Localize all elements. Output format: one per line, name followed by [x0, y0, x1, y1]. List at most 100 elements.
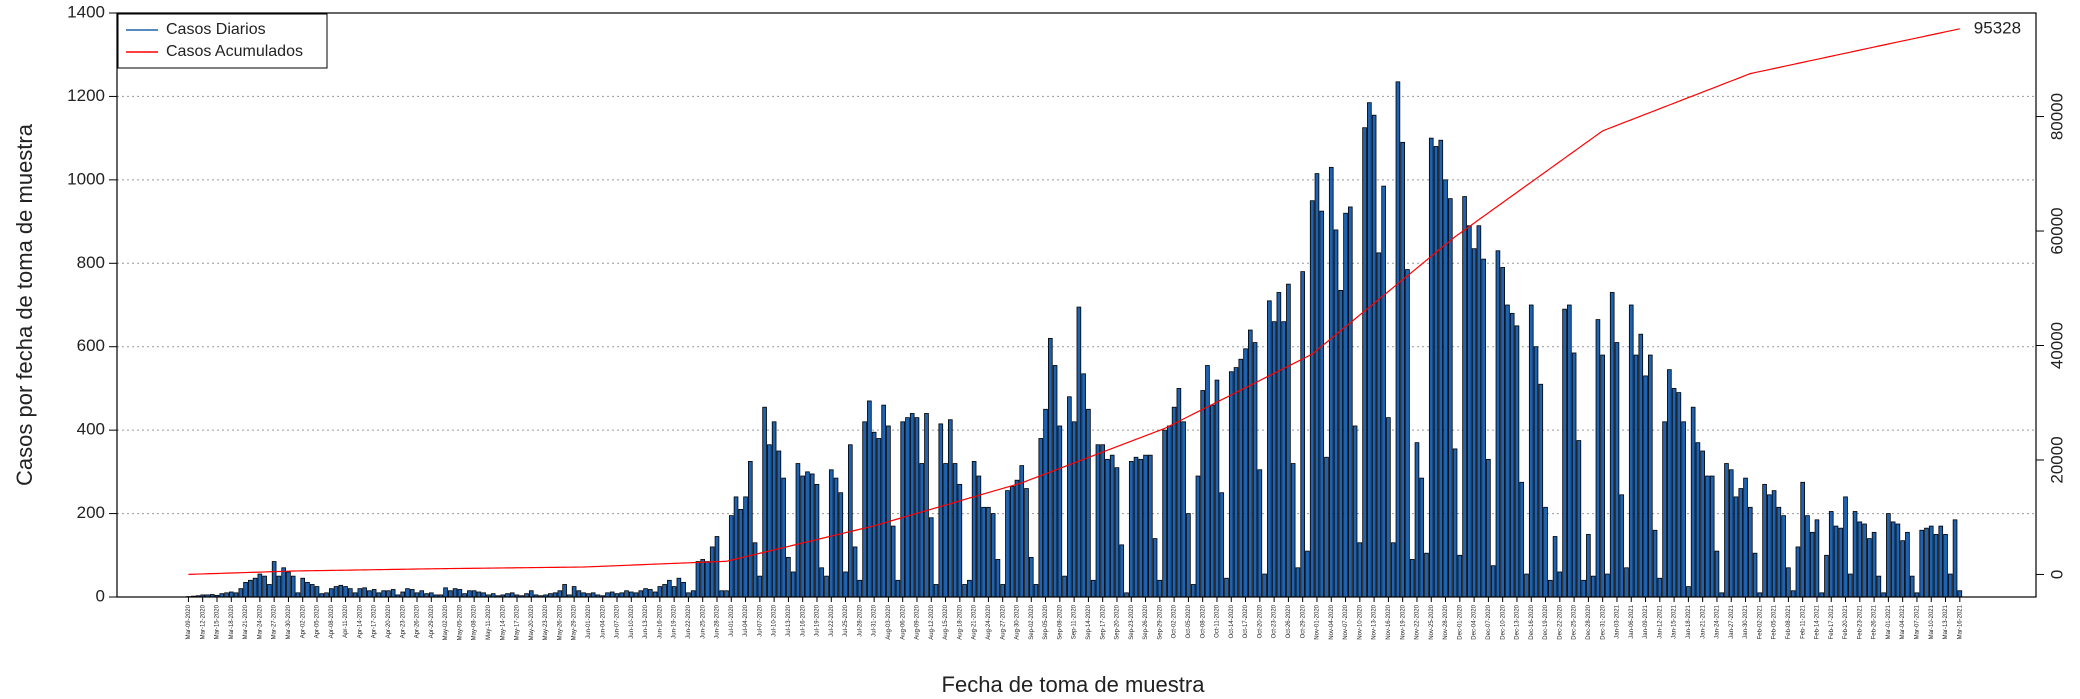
- bar: [848, 444, 853, 598]
- bar: [705, 561, 710, 598]
- bar: [1647, 354, 1653, 598]
- bar: [1619, 494, 1625, 598]
- bar: [1819, 592, 1825, 598]
- x-tick-label: May-17-2020: [515, 604, 521, 640]
- x-tick-label: May-08-2020: [472, 604, 478, 640]
- bar: [1500, 267, 1505, 598]
- x-tick-label: Oct-26-2020: [1286, 604, 1292, 638]
- y2-tick-label: 60000: [2047, 207, 2066, 254]
- bar: [1728, 469, 1734, 598]
- bar: [1224, 577, 1229, 598]
- bar: [1871, 531, 1877, 598]
- bar: [1719, 592, 1725, 598]
- x-tick-label: Mar-15-2020: [215, 604, 221, 639]
- y-tick-label: 600: [77, 336, 105, 355]
- bar: [1928, 525, 1934, 598]
- bar: [509, 592, 515, 598]
- bar: [286, 571, 291, 598]
- bar: [1947, 573, 1953, 598]
- bar: [1514, 325, 1520, 598]
- bar: [1409, 559, 1415, 598]
- bar: [867, 400, 872, 598]
- bar: [648, 589, 653, 598]
- bar: [1219, 492, 1225, 598]
- x-tick-label: Jan-15-2021: [1672, 604, 1678, 638]
- bar: [1714, 550, 1720, 598]
- bar: [995, 559, 1001, 598]
- bar: [757, 575, 763, 598]
- bar: [886, 425, 891, 598]
- x-tick-label: Oct-17-2020: [1243, 604, 1249, 638]
- x-tick-label: Mar-10-2021: [1929, 604, 1935, 639]
- x-tick-label: Oct-29-2020: [1300, 604, 1306, 638]
- x-tick-label: Dec-22-2020: [1557, 604, 1563, 639]
- bar: [1028, 556, 1034, 598]
- bar: [400, 591, 406, 598]
- x-tick-label: Jan-30-2021: [1743, 604, 1749, 638]
- bar: [1057, 425, 1063, 598]
- x-tick-label: Mar-21-2020: [243, 604, 249, 639]
- bar: [562, 584, 567, 598]
- bar: [1638, 333, 1644, 598]
- bar: [1124, 592, 1129, 598]
- bar: [1405, 269, 1410, 598]
- bar: [895, 579, 901, 598]
- x-tick-label: Jul-01-2020: [729, 604, 735, 636]
- bar: [1105, 458, 1110, 598]
- bar: [1924, 527, 1929, 598]
- x-tick-label: Jan-24-2021: [1715, 604, 1721, 638]
- bar: [1014, 479, 1020, 598]
- bar: [1867, 538, 1872, 598]
- x-tick-label: May-05-2020: [457, 604, 463, 640]
- bar: [700, 559, 706, 598]
- bar: [1414, 442, 1420, 598]
- bar: [233, 592, 239, 598]
- bar: [1781, 515, 1786, 598]
- bar: [986, 506, 991, 598]
- bar: [1852, 511, 1858, 598]
- bar: [681, 582, 686, 598]
- x-tick-label: May-23-2020: [543, 604, 549, 640]
- x-tick-label: Dec-01-2020: [1457, 604, 1463, 639]
- bar: [390, 589, 396, 598]
- bar: [1519, 481, 1525, 598]
- bar: [1248, 329, 1253, 598]
- bar: [771, 421, 777, 598]
- x-tick-label: Mar-09-2020: [186, 604, 192, 639]
- x-tick-label: Aug-12-2020: [929, 604, 935, 639]
- bar: [1628, 304, 1634, 598]
- bar: [709, 546, 715, 598]
- x-tick-label: Aug-15-2020: [943, 604, 949, 639]
- bar: [338, 584, 344, 598]
- y-tick-label: 200: [77, 503, 105, 522]
- bar: [714, 536, 720, 598]
- bar: [1790, 590, 1796, 598]
- bar: [1805, 515, 1810, 598]
- bar: [1890, 521, 1896, 598]
- bar: [1114, 467, 1120, 598]
- x-tick-label: Aug-27-2020: [1000, 604, 1006, 639]
- bar: [1667, 369, 1672, 598]
- bar: [1543, 506, 1548, 598]
- bar: [1390, 542, 1396, 598]
- bar: [1314, 173, 1320, 598]
- bar: [871, 431, 877, 598]
- bar: [1700, 450, 1705, 598]
- x-tick-label: Nov-19-2020: [1400, 604, 1406, 639]
- bar: [1090, 579, 1096, 598]
- bar: [1581, 579, 1586, 598]
- x-tick-label: Oct-20-2020: [1257, 604, 1263, 638]
- bar: [1271, 321, 1277, 598]
- bar: [924, 413, 929, 598]
- x-tick-label: Mar-27-2020: [272, 604, 278, 639]
- x-tick-label: Jun-07-2020: [615, 604, 621, 638]
- x-tick-label: Feb-17-2021: [1829, 604, 1835, 639]
- bar: [1786, 567, 1791, 598]
- bar: [1676, 392, 1682, 598]
- bar: [1376, 252, 1382, 598]
- bar: [1909, 575, 1915, 598]
- bar: [1809, 531, 1815, 598]
- bar: [1286, 283, 1291, 598]
- x-tick-label: Jul-28-2020: [857, 604, 863, 636]
- x-tick-label: Mar-07-2021: [1915, 604, 1921, 639]
